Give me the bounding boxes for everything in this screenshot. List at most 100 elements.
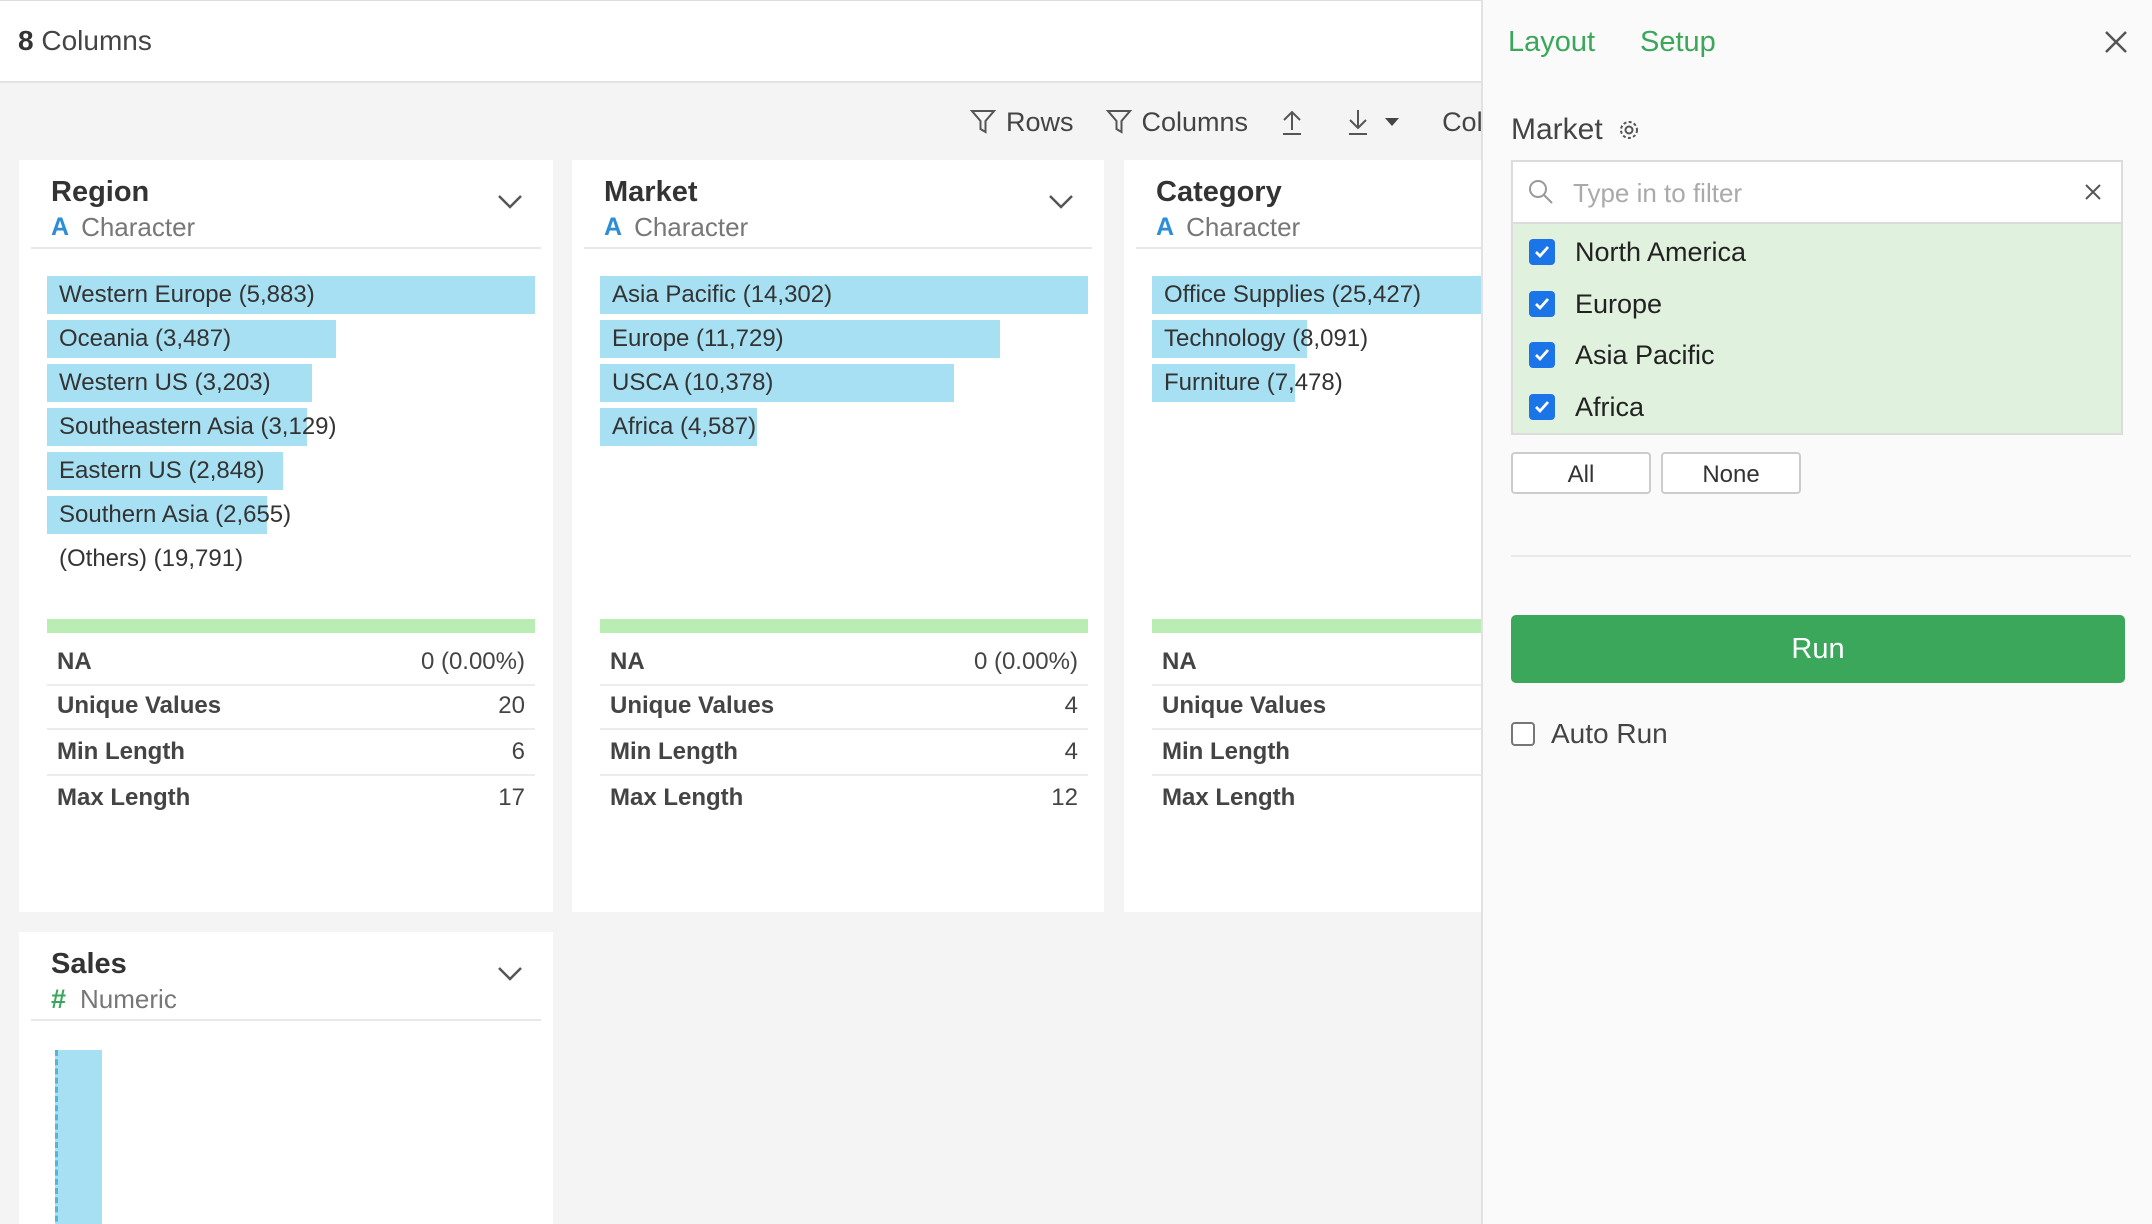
frequency-bar-row[interactable]: Africa (4,587) <box>600 408 757 446</box>
column-menu-button[interactable]: Colur <box>1442 106 1481 137</box>
frequency-bar-row[interactable]: Europe (11,729) <box>600 320 1001 358</box>
frequency-bar <box>600 408 757 446</box>
frequency-bar-label: Asia Pacific (14,302) <box>612 281 833 308</box>
column-name: Category <box>1156 176 1282 208</box>
frequency-bar-label: Oceania (3,487) <box>59 325 232 352</box>
column-card-market: Market A Character Asia Pacific (14,302) E… <box>572 160 1104 912</box>
select-all-button[interactable]: All <box>1511 452 1651 494</box>
frequency-bar-row[interactable]: Eastern US (2,848) <box>47 452 284 490</box>
card-header: Market A Character <box>584 160 1092 249</box>
option-africa[interactable]: Africa <box>1529 387 1644 427</box>
option-asia-pacific[interactable]: Asia Pacific <box>1529 335 1715 375</box>
option-europe[interactable]: Europe <box>1529 284 1662 324</box>
card-header: Region A Character <box>31 160 541 249</box>
column-card-category: Category A Character Office Supplies (25,… <box>1124 160 1481 912</box>
filter-box <box>1511 160 2123 224</box>
frequency-bar <box>600 364 955 402</box>
frequency-bar-row[interactable]: Southern Asia (2,655) <box>47 496 291 534</box>
chevron-down-icon[interactable] <box>1048 194 1074 210</box>
filter-icon <box>1105 110 1132 134</box>
character-type-icon: A <box>51 213 70 241</box>
stat-max-length: Max Length 17 <box>57 784 525 811</box>
frequency-bar-row[interactable]: Oceania (3,487) <box>47 320 337 358</box>
option-north-america[interactable]: North America <box>1529 232 1746 272</box>
top-bar: 8 Columns <box>0 0 1481 83</box>
frequency-bar <box>47 452 284 490</box>
select-none-button[interactable]: None <box>1661 452 1801 494</box>
unchecked-checkbox-icon[interactable] <box>1511 722 1535 746</box>
frequency-bar-row[interactable]: Southeastern Asia (3,129) <box>47 408 337 446</box>
valid-ratio-bar <box>1152 619 1481 633</box>
tab-setup[interactable]: Setup <box>1640 26 1716 58</box>
caret-down-icon <box>1385 118 1400 126</box>
column-type: A Character <box>1156 212 1301 242</box>
column-name: Market <box>604 176 698 208</box>
stat-na: NA <box>1152 640 1481 686</box>
numeric-type-icon: # <box>51 984 67 1014</box>
clear-icon[interactable] <box>2083 182 2103 202</box>
frequency-bar-label: Africa (4,587) <box>612 413 757 440</box>
stat-na: NA 0 (0.00%) <box>47 640 535 686</box>
arrow-down-icon <box>1349 110 1368 135</box>
frequency-bar-row[interactable]: (Others) (19,791) <box>47 540 243 578</box>
run-button[interactable]: Run <box>1511 615 2125 683</box>
stat-min-length: Min Length <box>1152 730 1481 776</box>
stat-min-length: Min Length 4 <box>600 730 1088 776</box>
column-name: Sales <box>51 948 127 980</box>
columns-filter-button[interactable]: Columns <box>1105 107 1248 138</box>
chevron-down-icon[interactable] <box>497 966 523 982</box>
frequency-bar-label: Furniture (7,478) <box>1164 369 1343 396</box>
frequency-bar-label: Technology (8,091) <box>1164 325 1369 352</box>
checked-checkbox-icon[interactable] <box>1529 394 1555 420</box>
frequency-bar <box>1152 320 1308 358</box>
frequency-bar <box>600 276 1088 314</box>
sort-descending-button[interactable] <box>1346 108 1410 136</box>
gear-icon[interactable] <box>1617 118 1641 142</box>
frequency-bar-label: Southeastern Asia (3,129) <box>59 413 337 440</box>
stat-unique-values: Unique Values 4 <box>600 684 1088 730</box>
search-icon <box>1529 180 1553 204</box>
sort-ascending-button[interactable] <box>1280 108 1314 136</box>
tab-layout[interactable]: Layout <box>1508 26 1596 58</box>
stat-na: NA 0 (0.00%) <box>600 640 1088 686</box>
frequency-bar-row[interactable]: USCA (10,378) <box>600 364 955 402</box>
checked-checkbox-icon[interactable] <box>1529 239 1555 265</box>
stat-max-length: Max Length <box>1162 784 1296 811</box>
checked-checkbox-icon[interactable] <box>1529 291 1555 317</box>
filter-icon <box>970 110 996 134</box>
frequency-bar-row[interactable]: Asia Pacific (14,302) <box>600 276 1088 314</box>
frequency-bar-label: Southern Asia (2,655) <box>59 501 292 528</box>
frequency-bar-label: Western Europe (5,883) <box>59 281 315 308</box>
frequency-bar <box>47 364 313 402</box>
stat-min-length: Min Length 6 <box>47 730 535 776</box>
close-icon[interactable] <box>2102 28 2130 56</box>
card-header: Category A Character <box>1136 160 1481 249</box>
chevron-down-icon[interactable] <box>497 194 523 210</box>
filter-input[interactable] <box>1571 172 2055 214</box>
histogram-bar <box>55 1050 102 1224</box>
frequency-bar <box>1152 364 1296 402</box>
auto-run-toggle[interactable]: Auto Run <box>1511 718 1668 750</box>
frequency-bar-label: Europe (11,729) <box>612 325 784 352</box>
frequency-bar <box>47 320 337 358</box>
valid-ratio-bar <box>47 619 535 633</box>
column-card-region: Region A Character Western Europe (5,883)… <box>19 160 553 912</box>
frequency-bar <box>600 320 1001 358</box>
rows-filter-button[interactable]: Rows <box>970 107 1074 138</box>
frequency-bar-row[interactable]: Furniture (7,478) <box>1152 364 1343 402</box>
summary-area: 8 Columns Rows Columns Colur Region ACha… <box>0 0 1481 1224</box>
column-type: # Numeric <box>51 984 177 1014</box>
column-type: A Character <box>604 212 749 242</box>
settings-panel: Layout Setup Market North America Europe… <box>1481 0 2152 1224</box>
frequency-bar-row[interactable]: Western Europe (5,883) <box>47 276 535 314</box>
frequency-bar-row[interactable]: Office Supplies (25,427) <box>1152 276 1481 314</box>
checked-checkbox-icon[interactable] <box>1529 342 1555 368</box>
frequency-bar-row[interactable]: Western US (3,203) <box>47 364 313 402</box>
character-type-icon: A <box>604 213 623 241</box>
column-count: 8 Columns <box>18 25 152 56</box>
frequency-bar-row[interactable]: Technology (8,091) <box>1152 320 1368 358</box>
field-label: Market <box>1511 113 1641 147</box>
column-type: A Character <box>51 212 196 242</box>
frequency-bar <box>47 408 307 446</box>
frequency-bar-label: (Others) (19,791) <box>59 545 244 572</box>
